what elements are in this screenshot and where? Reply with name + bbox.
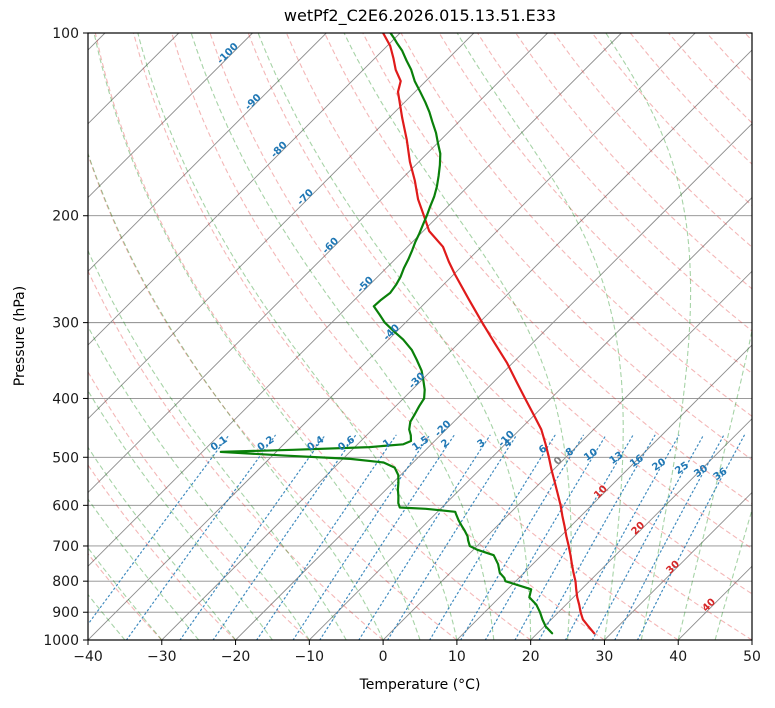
mixing-ratio-label: 2	[439, 437, 451, 450]
y-tick-label: 900	[52, 605, 79, 621]
mixing-ratio-label: 25	[673, 460, 691, 477]
x-axis-ticks: −40 −30 −20 −10 0 10 20 30 40 50	[73, 640, 761, 665]
x-tick-label: −30	[147, 649, 177, 665]
x-axis-label: Temperature (°C)	[359, 677, 481, 693]
isotherm-label: 40	[700, 597, 718, 615]
x-tick-label: 20	[522, 649, 540, 665]
temperature-line	[382, 33, 596, 635]
isotherm-label: 0	[552, 455, 565, 468]
x-tick-label: 0	[379, 649, 388, 665]
y-tick-label: 500	[52, 450, 79, 466]
x-tick-label: 50	[743, 649, 761, 665]
y-tick-label: 600	[52, 498, 79, 514]
isotherm-label: -60	[321, 236, 342, 257]
x-tick-label: 30	[596, 649, 614, 665]
x-tick-label: −40	[73, 649, 103, 665]
isotherm-label: 20	[630, 520, 648, 538]
y-tick-label: 200	[52, 209, 79, 225]
x-tick-label: 40	[669, 649, 687, 665]
dewpoint-curve-group	[219, 33, 554, 635]
y-tick-label: 300	[52, 316, 79, 332]
mixing-ratio-label: 1	[381, 437, 393, 450]
mixing-ratio-lines	[88, 434, 745, 640]
isotherm-label: -50	[355, 275, 376, 296]
isotherm-label: 10	[592, 483, 610, 501]
dewpoint-line	[219, 33, 554, 635]
isotherm-label: -90	[243, 92, 264, 113]
chart-render-root: -100-90-80-70-60-50-40-30-20-10010203040…	[43, 26, 761, 665]
isotherm-label: -40	[381, 323, 402, 344]
mixing-ratio-label: 30	[692, 463, 710, 480]
temperature-curve-group	[382, 33, 596, 635]
y-tick-label: 1000	[43, 633, 79, 649]
isotherm-label: -20	[433, 419, 454, 440]
y-tick-label: 100	[52, 26, 79, 42]
y-axis-label: Pressure (hPa)	[12, 286, 28, 386]
mixing-ratio-label: 3	[476, 437, 488, 450]
isotherm-label: 30	[665, 559, 683, 577]
chart-title: wetPf2_C2E6.2026.015.13.51.E33	[284, 6, 556, 26]
y-tick-label: 700	[52, 539, 79, 555]
x-tick-label: −20	[221, 649, 251, 665]
isotherm-label: -80	[269, 140, 290, 161]
axes-frame	[87, 32, 753, 641]
y-tick-label: 400	[52, 391, 79, 407]
isotherm-label: -100	[215, 41, 241, 67]
x-tick-label: −10	[295, 649, 325, 665]
moist-adiabat-lines	[88, 33, 752, 640]
x-tick-label: 10	[448, 649, 466, 665]
isotherm-lines	[88, 33, 752, 640]
pressure-gridlines	[88, 32, 752, 641]
y-tick-label: 800	[52, 574, 79, 590]
dry-adiabat-lines	[88, 33, 752, 640]
mixing-ratio-label: 0.6	[336, 434, 357, 453]
isotherm-label: -70	[295, 187, 316, 208]
y-axis-ticks: 100 200 300 400 500 600 700 800 900 1000	[43, 26, 88, 649]
